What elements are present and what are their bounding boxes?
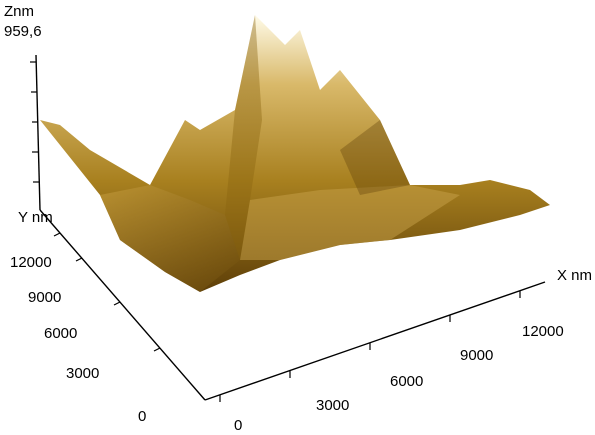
x-tick-label: 9000 (460, 347, 493, 364)
y-tick-label: 3000 (66, 365, 99, 382)
x-tick-label: 3000 (316, 397, 349, 414)
y-tick-label: 0 (138, 408, 146, 425)
z-axis-label: Znm (4, 3, 34, 20)
y-tick-label: 12000 (10, 254, 52, 271)
x-tick-label: 6000 (390, 373, 423, 390)
y-axis-label: Y nm (18, 209, 53, 226)
x-axis-label: X nm (557, 267, 592, 284)
axes (30, 54, 546, 402)
y-tick-label: 6000 (44, 325, 77, 342)
y-tick-label: 9000 (28, 289, 61, 306)
x-tick-label: 12000 (522, 323, 564, 340)
surface (40, 15, 550, 292)
z-max-label: 959,6 (4, 23, 42, 40)
x-tick-label: 0 (234, 417, 242, 434)
